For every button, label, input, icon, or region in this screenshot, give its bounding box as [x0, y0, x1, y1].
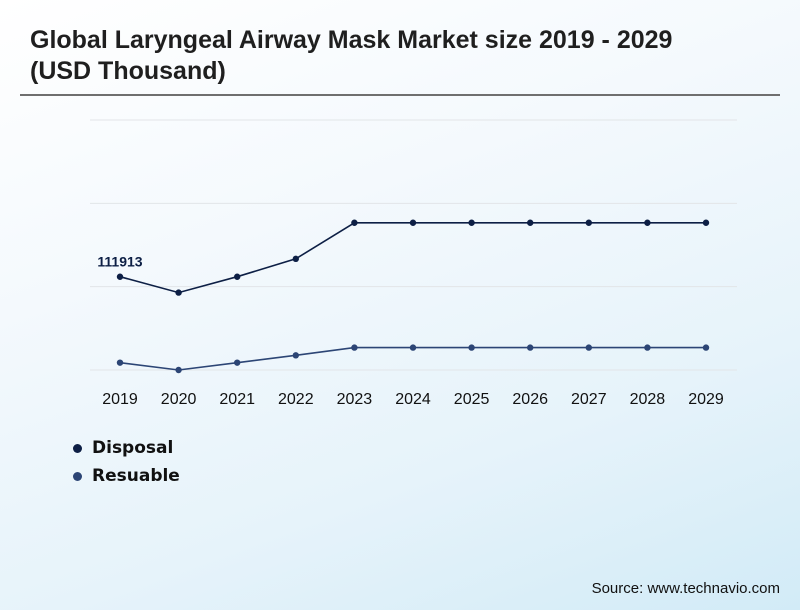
legend-item-disposal[interactable]: Disposal [73, 434, 180, 462]
gridlines [90, 119, 737, 371]
data-point-disposal-2028 [644, 219, 651, 226]
data-point-disposal-2021 [234, 273, 241, 280]
legend-marker-resuable [73, 471, 82, 481]
data-point-disposal-2020 [175, 289, 182, 296]
data-point-resuable-2023 [351, 344, 358, 351]
legend-item-resuable[interactable]: Resuable [73, 462, 180, 490]
data-point-disposal-2022 [292, 255, 299, 263]
data-labels: 111913 [97, 254, 142, 270]
legend-label-resuable: Resuable [92, 466, 180, 486]
x-tick-label: 2019 [102, 391, 138, 408]
data-point-disposal-2026 [527, 219, 534, 226]
x-tick-label: 2022 [278, 391, 314, 408]
series-points [116, 219, 710, 374]
legend-marker-disposal [73, 443, 82, 453]
source-note: Source: www.technavio.com [591, 580, 780, 597]
title-divider [20, 94, 780, 96]
data-point-disposal-2029 [702, 219, 710, 226]
series-line-resuable [119, 346, 706, 371]
data-point-disposal-2024 [409, 219, 417, 226]
chart-title: Global Laryngeal Airway Mask Market size… [30, 26, 673, 85]
data-point-resuable-2022 [292, 352, 299, 359]
data-point-resuable-2021 [234, 359, 241, 366]
x-tick-label: 2026 [512, 391, 548, 408]
data-point-resuable-2025 [468, 344, 475, 351]
x-tick-label: 2025 [454, 391, 490, 408]
series-line-disposal [119, 222, 706, 294]
line-chart: 2019 2020 2021 2022 2023 2024 2025 2026 2027 2028… [90, 119, 737, 408]
data-point-resuable-2019 [116, 359, 124, 366]
x-tick-label: 2023 [337, 391, 373, 408]
x-tick-label: 2020 [161, 391, 197, 408]
data-point-resuable-2027 [585, 344, 592, 351]
legend: Disposal Resuable [73, 434, 180, 490]
data-point-resuable-2026 [527, 344, 534, 351]
x-tick-label: 2021 [219, 391, 255, 408]
data-point-resuable-2020 [175, 366, 182, 374]
data-point-resuable-2024 [409, 344, 417, 351]
data-point-resuable-2029 [702, 344, 710, 351]
data-label: 111913 [97, 254, 142, 270]
legend-label-disposal: Disposal [92, 438, 174, 458]
x-tick-label: 2029 [688, 391, 724, 408]
data-point-resuable-2028 [644, 344, 651, 351]
x-tick-label: 2028 [630, 391, 666, 408]
data-point-disposal-2019 [116, 273, 124, 280]
x-tick-label: 2027 [571, 391, 607, 408]
data-point-disposal-2025 [468, 219, 475, 226]
x-tick-label: 2024 [395, 391, 431, 408]
x-axis-tick-labels: 2019 2020 2021 2022 2023 2024 2025 2026 2027 2028… [102, 391, 724, 408]
data-point-disposal-2027 [585, 219, 592, 226]
data-point-disposal-2023 [351, 219, 358, 226]
